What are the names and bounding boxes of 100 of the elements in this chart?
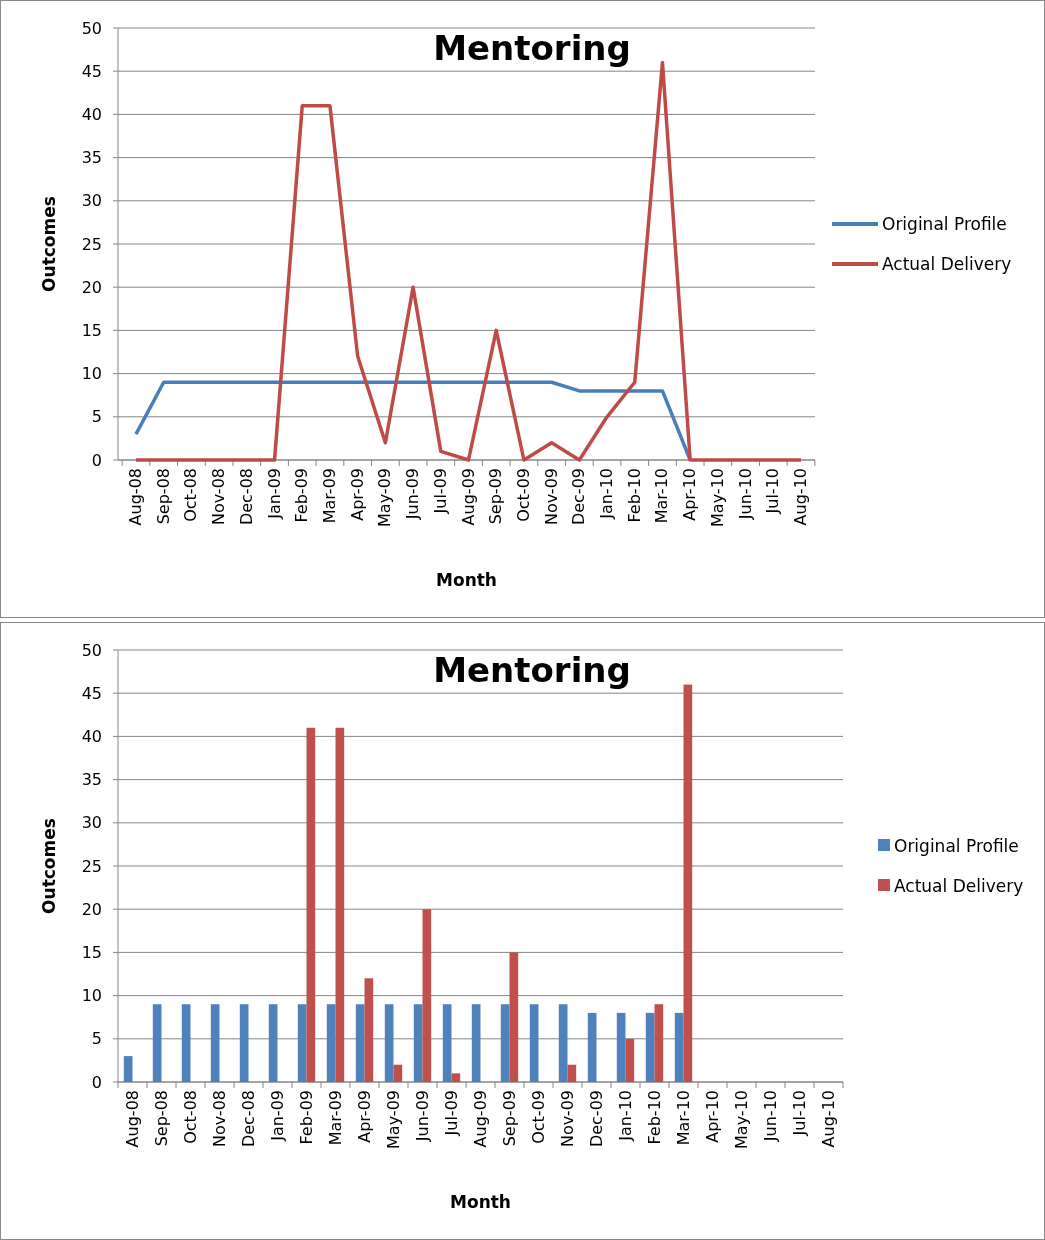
bar	[558, 1004, 568, 1082]
x-tick-label: May-10	[707, 468, 727, 527]
x-tick-label: Jan-09	[264, 468, 284, 520]
bar	[355, 1004, 365, 1082]
y-tick-label: 5	[91, 1029, 102, 1049]
x-tick-label: Apr-09	[354, 1090, 374, 1143]
x-tick-label: Sep-08	[151, 1090, 171, 1147]
x-tick-label: Oct-08	[181, 468, 201, 522]
bar	[152, 1004, 162, 1082]
line-series	[134, 380, 692, 462]
bar	[442, 1004, 452, 1082]
x-tick-label: Nov-09	[557, 1090, 577, 1147]
bar	[625, 1038, 635, 1082]
x-tick-label: Aug-09	[470, 1090, 490, 1148]
x-tick-label: Jul-09	[430, 468, 450, 515]
bar	[335, 727, 345, 1082]
x-tick-label: Jun-10	[735, 468, 755, 521]
y-tick-label: 5	[91, 407, 102, 427]
y-tick-label: 15	[81, 321, 102, 340]
y-tick-label: 50	[81, 640, 102, 660]
bar	[181, 1004, 191, 1082]
y-tick-label: 20	[81, 277, 102, 297]
x-tick-label: Oct-08	[180, 1090, 200, 1144]
bar	[413, 1004, 423, 1082]
bar	[384, 1004, 394, 1082]
bar	[268, 1004, 278, 1082]
bar	[306, 727, 316, 1082]
x-tick-label: Nov-09	[541, 468, 561, 525]
y-tick-label: 30	[81, 191, 102, 211]
x-tick-label: Mar-09	[319, 468, 339, 524]
y-tick-label: 0	[91, 1072, 102, 1092]
bar	[509, 952, 519, 1082]
y-tick-label: 15	[81, 943, 102, 962]
x-tick-label: Jan-10	[615, 1090, 635, 1142]
x-tick-label: Aug-08	[122, 1090, 142, 1148]
legend-label: Original Profile	[882, 213, 1007, 234]
y-tick-label: 45	[81, 61, 102, 81]
y-axis-title: Outcomes	[39, 196, 59, 292]
x-tick-label: Jul-09	[441, 1090, 461, 1137]
x-tick-label: Mar-09	[325, 1090, 345, 1146]
bar	[364, 978, 374, 1082]
y-tick-label: 40	[81, 727, 102, 746]
bar	[645, 1012, 655, 1082]
x-tick-label: Oct-09	[513, 468, 533, 522]
x-tick-label: May-10	[731, 1090, 751, 1149]
bar	[683, 684, 693, 1082]
bar	[654, 1004, 664, 1082]
y-tick-label: 35	[81, 148, 102, 168]
x-tick-label: Mar-10	[652, 468, 672, 524]
x-tick-label: Dec-08	[236, 468, 256, 526]
bar	[616, 1012, 626, 1082]
x-axis-title: Month	[450, 1192, 511, 1212]
y-tick-label: 10	[81, 986, 102, 1006]
y-tick-label: 0	[91, 450, 102, 470]
y-tick-label: 25	[81, 234, 102, 254]
x-tick-label: May-09	[375, 468, 395, 527]
x-tick-label: Apr-09	[347, 468, 367, 521]
bar	[451, 1073, 461, 1082]
legend-label: Actual Delivery	[894, 875, 1024, 896]
x-tick-label: Sep-09	[486, 468, 506, 525]
x-tick-label: Dec-09	[586, 1090, 606, 1148]
x-tick-label: May-09	[383, 1090, 403, 1149]
x-tick-label: Nov-08	[209, 468, 229, 525]
bar	[393, 1064, 403, 1082]
y-tick-label: 25	[81, 856, 102, 876]
x-tick-label: Jan-10	[597, 468, 617, 520]
y-tick-label: 40	[81, 105, 102, 124]
x-tick-label: Jun-10	[760, 1090, 780, 1143]
x-tick-label: Jul-10	[763, 468, 783, 515]
x-tick-label: Jun-09	[412, 1090, 432, 1143]
x-tick-label: Nov-08	[209, 1090, 229, 1147]
bar	[239, 1004, 249, 1082]
bar	[326, 1004, 336, 1082]
x-tick-label: Dec-09	[569, 468, 589, 526]
x-tick-label: Aug-09	[458, 468, 478, 526]
legend-label: Original Profile	[894, 835, 1019, 856]
x-tick-label: Aug-10	[791, 468, 810, 526]
bar	[567, 1064, 577, 1082]
legend-label: Actual Delivery	[882, 253, 1012, 274]
x-tick-label: Feb-10	[624, 468, 644, 523]
bar	[210, 1004, 220, 1082]
x-axis-title: Month	[436, 570, 497, 590]
chart-title: Mentoring	[433, 650, 631, 690]
y-axis-title: Outcomes	[39, 818, 59, 914]
x-tick-label: Jun-09	[403, 468, 423, 521]
x-tick-label: Apr-10	[680, 468, 700, 521]
y-tick-label: 30	[81, 813, 102, 833]
bar	[500, 1004, 510, 1082]
bar	[471, 1004, 481, 1082]
x-tick-label: Oct-09	[528, 1090, 548, 1144]
y-tick-label: 50	[81, 18, 102, 38]
x-tick-label: Feb-09	[292, 468, 312, 523]
x-tick-label: Aug-08	[126, 468, 145, 526]
x-tick-label: Sep-09	[499, 1090, 519, 1147]
x-tick-label: Apr-10	[702, 1090, 722, 1143]
x-tick-label: Feb-09	[296, 1090, 316, 1145]
y-tick-label: 45	[81, 683, 102, 703]
bar	[123, 1056, 133, 1082]
x-tick-label: Dec-08	[238, 1090, 258, 1148]
y-tick-label: 20	[81, 899, 102, 919]
